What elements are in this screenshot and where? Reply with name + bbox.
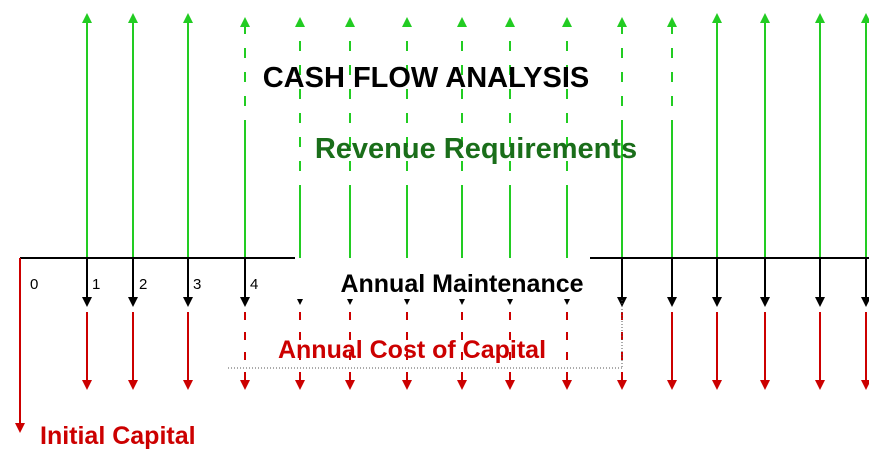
maintenance-arrowhead: [404, 299, 410, 305]
arrows: [82, 13, 869, 390]
maintenance-arrowhead: [459, 299, 465, 305]
maintenance-arrowhead: [564, 299, 570, 305]
period-label: 3: [193, 276, 201, 293]
maintenance-label: Annual Maintenance: [340, 270, 583, 298]
initial-capital-label: Initial Capital: [40, 422, 196, 450]
period-label: 1: [92, 276, 100, 293]
period-label: 0: [30, 276, 38, 293]
maintenance-arrowhead: [347, 299, 353, 305]
maintenance-arrowhead: [297, 299, 303, 305]
maintenance-arrowhead: [507, 299, 513, 305]
title: CASH FLOW ANALYSIS: [263, 62, 590, 94]
revenue-label: Revenue Requirements: [315, 133, 637, 165]
period-label: 4: [250, 276, 258, 293]
capital-cost-label: Annual Cost of Capital: [278, 336, 546, 364]
periods: 0 1 2 3 4: [30, 276, 258, 293]
period-label: 2: [139, 276, 147, 293]
